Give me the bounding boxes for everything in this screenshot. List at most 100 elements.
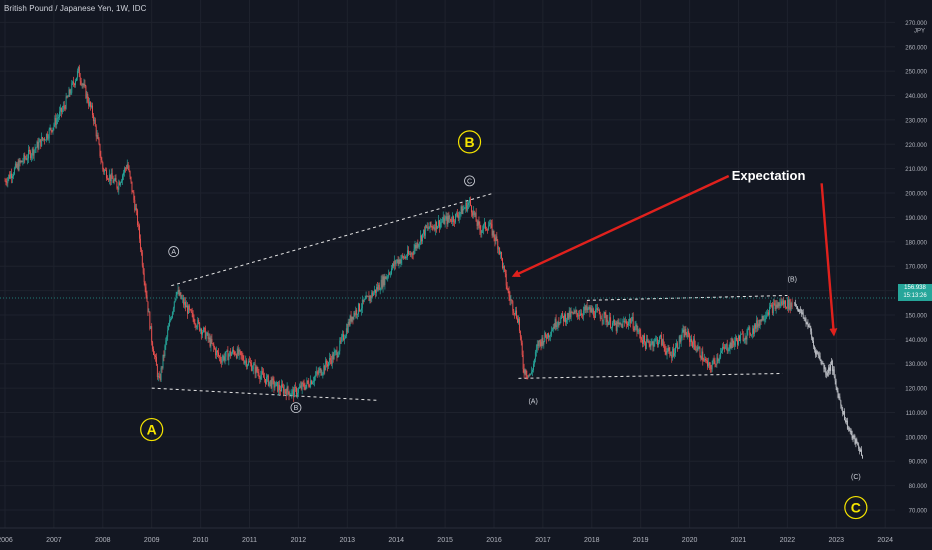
candle-body xyxy=(247,364,249,367)
wave-circle xyxy=(464,175,475,187)
candle-body xyxy=(371,292,373,299)
candle-body xyxy=(379,289,381,291)
candle-body xyxy=(254,364,256,374)
candle-body xyxy=(93,119,95,122)
candle-body xyxy=(432,226,434,229)
candle-body xyxy=(492,230,494,236)
candle-body xyxy=(29,149,30,152)
candle-body xyxy=(629,318,631,324)
candle-body xyxy=(565,319,567,323)
candle-body xyxy=(25,158,27,159)
candle-body xyxy=(616,321,618,332)
candle-body xyxy=(64,106,66,109)
candle-body xyxy=(710,368,712,370)
candle-body xyxy=(226,350,228,352)
candle-body xyxy=(601,318,603,321)
candle-body xyxy=(312,381,314,383)
candle-body xyxy=(563,315,565,322)
candle-body xyxy=(472,210,474,216)
candle-body xyxy=(101,160,103,163)
candle-body xyxy=(272,378,274,380)
candle-body xyxy=(739,334,741,342)
candle-body xyxy=(775,304,777,309)
candle-body xyxy=(433,227,435,229)
candle-body xyxy=(527,375,529,377)
candle-body xyxy=(845,420,846,422)
candle-body xyxy=(475,212,477,222)
candle-body xyxy=(618,322,620,324)
candle-body xyxy=(757,323,759,328)
candle-body xyxy=(830,360,832,365)
candle-body xyxy=(368,296,370,301)
candle-body xyxy=(591,308,593,313)
candle-body xyxy=(684,328,686,338)
candle-body xyxy=(186,305,188,314)
candle-body xyxy=(809,326,811,327)
candle-body xyxy=(816,351,818,353)
candle-body xyxy=(146,295,148,302)
candle-body xyxy=(788,299,790,309)
candle-body xyxy=(593,309,595,317)
candle-body xyxy=(92,105,93,116)
candle-body xyxy=(722,346,723,351)
candle-body xyxy=(267,375,269,386)
candle-body xyxy=(308,382,310,387)
price-tick-label: 80.000 xyxy=(909,484,928,490)
candle-body xyxy=(691,342,693,348)
candle-body xyxy=(413,249,415,255)
candle-body xyxy=(173,301,175,309)
candle-body xyxy=(755,320,757,329)
candle-body xyxy=(790,302,792,310)
candle-body xyxy=(834,376,836,381)
candle-body xyxy=(663,344,665,347)
candle-body xyxy=(699,347,701,357)
candle-body xyxy=(777,302,779,308)
candle-body xyxy=(71,83,73,93)
candle-body xyxy=(683,329,685,338)
candle-body xyxy=(747,328,749,331)
candle-body xyxy=(11,173,13,179)
candle-body xyxy=(812,337,814,342)
candle-body xyxy=(565,314,566,323)
time-tick-label: 2016 xyxy=(486,537,502,544)
candle-body xyxy=(448,215,450,220)
candle-body xyxy=(85,86,87,99)
candle-body xyxy=(276,382,278,383)
candle-body xyxy=(177,290,179,293)
price-tick-label: 250.000 xyxy=(905,70,927,76)
candle-body xyxy=(75,80,76,85)
candle-body xyxy=(380,279,382,290)
candle-body xyxy=(543,340,545,345)
candle-body xyxy=(408,253,410,255)
candle-body xyxy=(439,222,441,228)
candle-body xyxy=(754,324,755,334)
candle-body xyxy=(562,313,564,316)
candle-body xyxy=(68,89,70,97)
candle-body xyxy=(265,376,267,384)
candle-body xyxy=(716,357,718,365)
candle-body xyxy=(574,311,576,312)
candle-body xyxy=(688,331,690,335)
candle-body xyxy=(568,310,570,319)
candle-body xyxy=(388,273,390,277)
candle-body xyxy=(340,340,342,342)
candle-body xyxy=(650,343,652,347)
expectation-arrow xyxy=(820,183,838,337)
price-axis[interactable]: 70.000 80.000 90.000 100.000 110.000 120.000 1… xyxy=(895,0,932,550)
candle-body xyxy=(787,299,789,309)
candle-body xyxy=(518,318,519,323)
time-axis[interactable]: 2006 2007 2008 2009 2010 2011 2012 2013 2014 2015… xyxy=(0,527,932,550)
candle-body xyxy=(606,320,608,323)
candle-body xyxy=(112,178,114,183)
candle-body xyxy=(241,354,243,356)
candle-body xyxy=(45,133,47,141)
candle-body xyxy=(179,292,181,296)
candle-body xyxy=(751,334,753,335)
candle-body xyxy=(232,349,234,354)
candle-body xyxy=(612,319,614,323)
candle-body xyxy=(780,301,782,304)
candle-body xyxy=(634,326,636,330)
candle-body xyxy=(764,319,766,320)
candle-body xyxy=(667,347,669,351)
